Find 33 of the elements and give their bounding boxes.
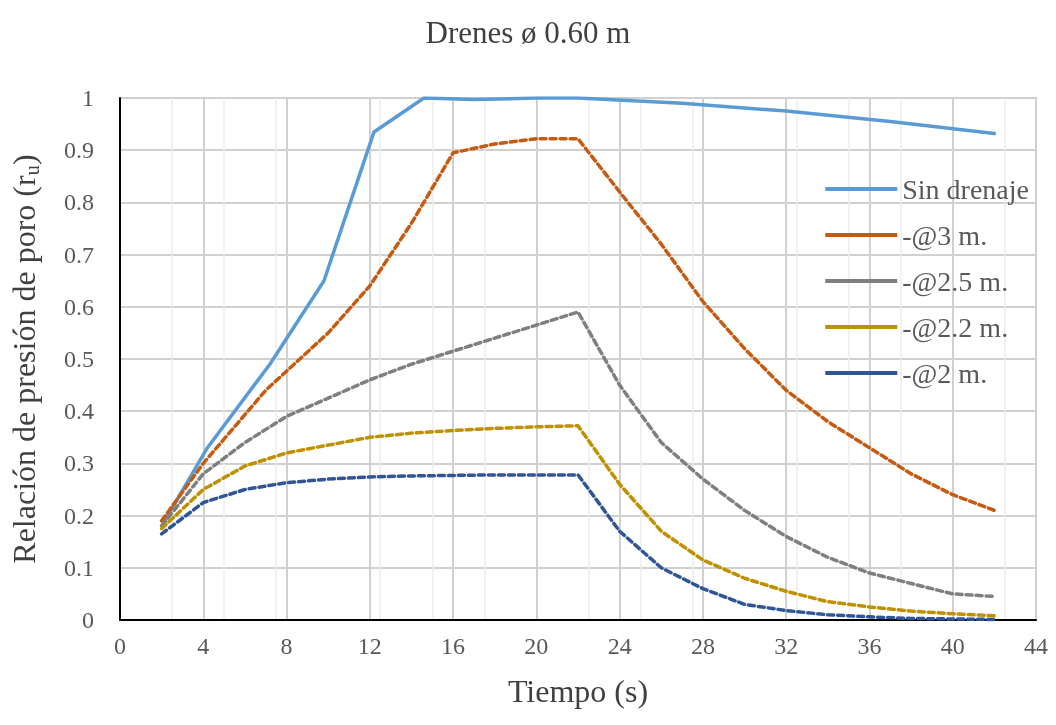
y-tick-label: 0 [82,607,94,633]
line-series [159,424,997,618]
legend-label: -@2.2 m. [902,311,1009,343]
x-tick-label: 16 [441,633,466,659]
y-tick-label: 0.3 [64,450,94,477]
legend-label: -@2.5 m. [902,265,1009,297]
x-tick-label: 8 [280,633,293,659]
x-tick-label: 12 [357,633,382,659]
legend-label: Sin drenaje [902,173,1030,205]
x-tick-label: 40 [940,633,965,659]
line-series [159,473,997,622]
x-tick-label: 0 [114,633,126,659]
y-axis-title: Relación de presión de poro (ru) [6,154,43,564]
y-tick-label: 1 [82,85,94,111]
y-tick-label: 0.4 [64,398,94,425]
legend-label: -@3 m. [902,219,988,251]
y-tick-label: 0.2 [64,502,94,529]
x-tick-label: 28 [690,633,715,659]
x-tick-label: 4 [197,633,210,659]
x-tick-label: 20 [524,633,549,659]
y-tick-label: 0.6 [64,293,94,320]
x-tick-label: 44 [1024,633,1048,659]
x-tick-label: 36 [857,633,882,659]
legend-label: -@2 m. [902,357,988,389]
x-axis-title: Tiempo (s) [507,673,649,709]
x-tick-label: 32 [774,633,799,659]
y-tick-label: 0.5 [64,346,94,372]
y-tick-label: 0.1 [64,554,94,581]
y-tick-label: 0.9 [64,137,94,164]
chart-title: Drenes ø 0.60 m [425,15,631,50]
y-tick-label: 0.7 [64,241,94,268]
y-tick-label: 0.8 [64,189,94,216]
x-tick-label: 24 [607,633,632,659]
